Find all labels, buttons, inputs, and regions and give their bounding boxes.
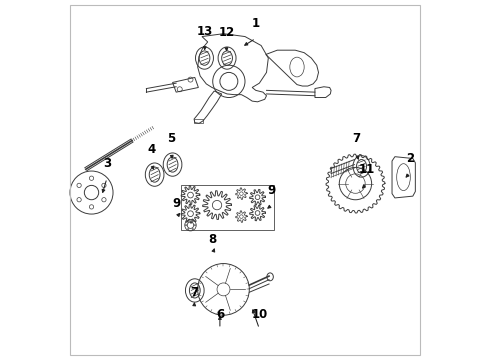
Bar [181,185,274,230]
Text: 2: 2 [406,152,414,165]
Text: 12: 12 [218,26,235,39]
Text: 7: 7 [352,132,360,145]
Text: 5: 5 [168,132,175,145]
Text: 9: 9 [268,184,276,197]
Text: 10: 10 [251,308,268,321]
Text: 3: 3 [103,157,111,170]
Text: 13: 13 [196,24,213,38]
Bar [194,119,203,123]
Text: 11: 11 [359,163,375,176]
Text: 8: 8 [209,233,217,246]
Text: 1: 1 [252,17,260,31]
Text: 4: 4 [147,143,156,156]
Text: 6: 6 [216,308,224,321]
Text: 9: 9 [172,197,180,210]
Text: 7: 7 [190,287,198,300]
